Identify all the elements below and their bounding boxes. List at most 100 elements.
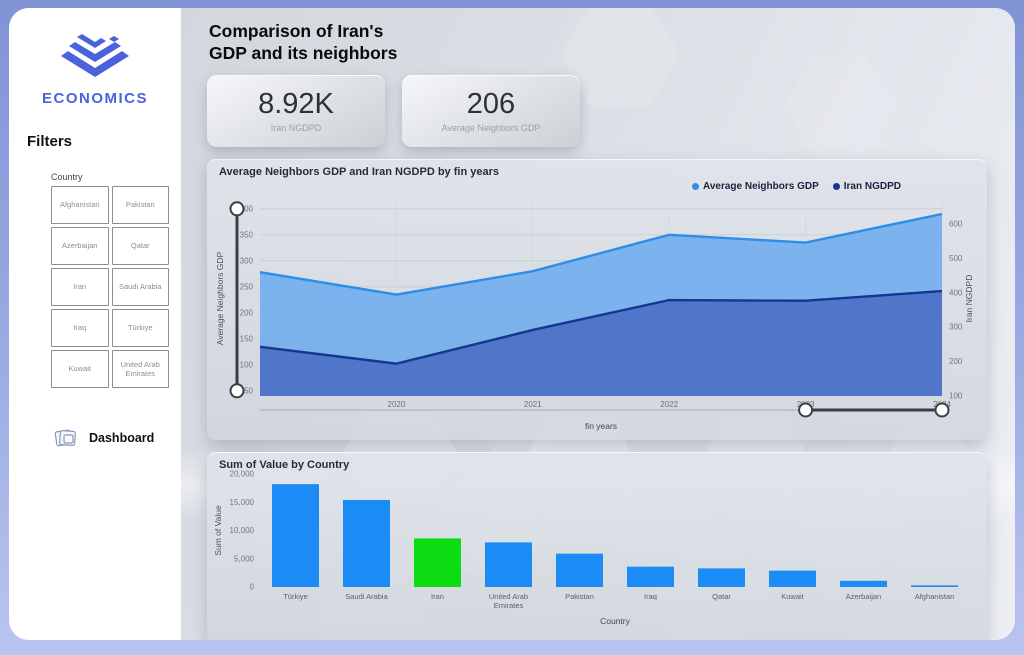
country-filter-button-united-arab-emirates[interactable]: United Arab Emirates <box>111 350 169 388</box>
area-chart-canvas: 50 100 150 200 250 300 350 400 100 200 300 400 500 60… <box>215 200 974 431</box>
right-axis-tick: 300 <box>949 322 963 331</box>
bar-qatar[interactable] <box>698 568 745 587</box>
bar-y-axis-label: Sum of Value <box>213 505 223 556</box>
bar-y-tick: 15,000 <box>230 498 255 507</box>
bar-x-tick: Emirates <box>494 601 524 610</box>
vertical-slider-handle-bottom[interactable] <box>229 383 245 399</box>
bar-x-tick: Afghanistan <box>915 592 955 601</box>
left-axis-tick: 250 <box>240 282 254 291</box>
country-filter-button-iraq[interactable]: Iraq <box>51 309 109 347</box>
legend-dot <box>832 182 840 190</box>
kpi-card-average-neighbors-gdp: 206 Average Neighbors GDP <box>402 74 580 147</box>
kpi-value: 206 <box>466 88 516 121</box>
bar-y-tick: 10,000 <box>230 526 255 535</box>
area-chart-legend: Average Neighbors GDP Iran NGDPD <box>691 180 901 192</box>
bar-x-tick: Pakistan <box>565 592 594 601</box>
country-filter-button-qatar[interactable]: Qatar <box>111 227 169 265</box>
legend-dot <box>691 182 699 190</box>
right-axis-label: Iran NGDPD <box>964 274 974 322</box>
sidebar: ECONOMICS Filters Country Afghanistan Pak… <box>9 8 181 640</box>
sidebar-item-dashboard[interactable]: Dashboard <box>53 426 181 450</box>
horizontal-slider-handle-right[interactable] <box>934 402 950 418</box>
bar-saudi-arabia[interactable] <box>343 499 390 587</box>
logo: ECONOMICS <box>9 24 181 107</box>
bar-x-axis-label: Country <box>600 616 631 626</box>
legend-label: Iran NGDPD <box>843 180 901 192</box>
filters-heading: Filters <box>27 133 73 150</box>
area-line-average-neighbors-gdp <box>259 212 943 296</box>
left-axis-label: Average Neighbors GDP <box>215 251 225 345</box>
area-chart-panel: Average Neighbors GDP and Iran NGDPD by … <box>207 158 987 440</box>
bar-iran[interactable] <box>414 538 461 587</box>
left-axis-tick: 50 <box>244 386 253 395</box>
country-filter-button-pakistan[interactable]: Pakistan <box>111 186 169 224</box>
area-chart-title: Average Neighbors GDP and Iran NGDPD by … <box>219 165 499 178</box>
bar-united-arab-emirates[interactable] <box>485 542 532 587</box>
country-filter-button-afghanistan[interactable]: Afghanistan <box>51 186 109 224</box>
right-axis-tick: 100 <box>949 391 963 400</box>
x-axis-label: fin years <box>585 421 617 431</box>
bar-kuwait[interactable] <box>769 570 816 587</box>
bar-azerbaijan[interactable] <box>840 580 887 587</box>
right-axis-tick: 400 <box>949 288 963 297</box>
area-line-iran-ngdpd <box>259 289 943 365</box>
dashboard-pages-icon <box>54 429 76 447</box>
kpi-value: 8.92K <box>258 88 334 121</box>
page-title-line2: GDP and its neighbors <box>209 43 398 64</box>
bar-x-tick: Qatar <box>712 592 731 601</box>
bar-x-tick: Kuwait <box>781 592 804 601</box>
bar-x-tick: Saudi Arabia <box>345 592 388 601</box>
dashboard-label: Dashboard <box>89 431 155 445</box>
left-axis-tick: 400 <box>240 204 254 213</box>
country-filter-button-azerbaijan[interactable]: Azerbaijan <box>51 227 109 265</box>
bar-x-tick: Azerbaijan <box>846 592 881 601</box>
dashboard-canvas: ECONOMICS Filters Country Afghanistan Pak… <box>9 8 1015 640</box>
bar-türkiye[interactable] <box>272 483 319 587</box>
area-fill-iran-ngdpd[interactable] <box>260 290 942 396</box>
bar-x-tick: United Arab <box>489 592 528 601</box>
country-filter-button-türkiye[interactable]: Türkiye <box>111 309 169 347</box>
left-axis-tick: 200 <box>240 308 254 317</box>
horizontal-slider-handle-left[interactable] <box>798 402 814 418</box>
left-axis-tick: 100 <box>240 360 254 369</box>
left-axis-tick: 150 <box>240 334 254 343</box>
legend-label: Average Neighbors GDP <box>702 180 819 192</box>
right-axis-tick: 500 <box>949 254 963 263</box>
bar-y-tick: 0 <box>250 582 255 591</box>
x-axis-tick: 2020 <box>388 400 406 409</box>
bar-x-tick: Türkiye <box>283 592 308 601</box>
x-axis-tick: 2021 <box>524 400 542 409</box>
left-axis-tick: 350 <box>240 230 254 239</box>
kpi-card-iran-ngdpd: 8.92K Iran NGDPD <box>207 74 385 147</box>
bar-y-tick: 5,000 <box>234 554 255 563</box>
bar-iraq[interactable] <box>627 566 674 587</box>
bar-afghanistan[interactable] <box>911 585 958 587</box>
vertical-slider-handle-top[interactable] <box>229 201 245 217</box>
bar-pakistan[interactable] <box>556 553 603 587</box>
kpi-row: 8.92K Iran NGDPD 206 Average Neighbors G… <box>207 74 1015 147</box>
logo-text: ECONOMICS <box>41 90 148 107</box>
page-title: Comparison of Iran's GDP and its neighbo… <box>209 20 1015 65</box>
bar-chart-title: Sum of Value by Country <box>219 458 350 471</box>
main-area: Comparison of Iran's GDP and its neighbo… <box>181 8 1015 640</box>
x-axis-tick: 2022 <box>660 400 678 409</box>
kpi-label: Iran NGDPD <box>270 123 322 134</box>
economics-logo-icon <box>61 34 129 77</box>
left-axis-tick: 300 <box>240 256 254 265</box>
country-filter-button-kuwait[interactable]: Kuwait <box>51 350 109 388</box>
country-filter-button-saudi-arabia[interactable]: Saudi Arabia <box>111 268 169 306</box>
legend-item-average-neighbors-gdp[interactable]: Average Neighbors GDP <box>691 180 819 192</box>
country-filter-button-iran[interactable]: Iran <box>51 268 109 306</box>
bar-x-tick: Iran <box>431 592 444 601</box>
country-filter-grid: Afghanistan Pakistan Azerbaijan Qatar Iran Sa… <box>51 186 169 388</box>
kpi-label: Average Neighbors GDP <box>441 123 541 134</box>
legend-item-iran-ngdpd[interactable]: Iran NGDPD <box>832 180 901 192</box>
right-axis-tick: 600 <box>949 219 963 228</box>
bar-x-tick: Iraq <box>644 592 657 601</box>
bar-chart-panel: Sum of Value by Country 0 5,000 10,000 15,0… <box>207 451 987 640</box>
country-filter-label: Country <box>51 172 83 182</box>
page-title-line1: Comparison of Iran's <box>209 21 384 41</box>
right-axis-tick: 200 <box>949 357 963 366</box>
